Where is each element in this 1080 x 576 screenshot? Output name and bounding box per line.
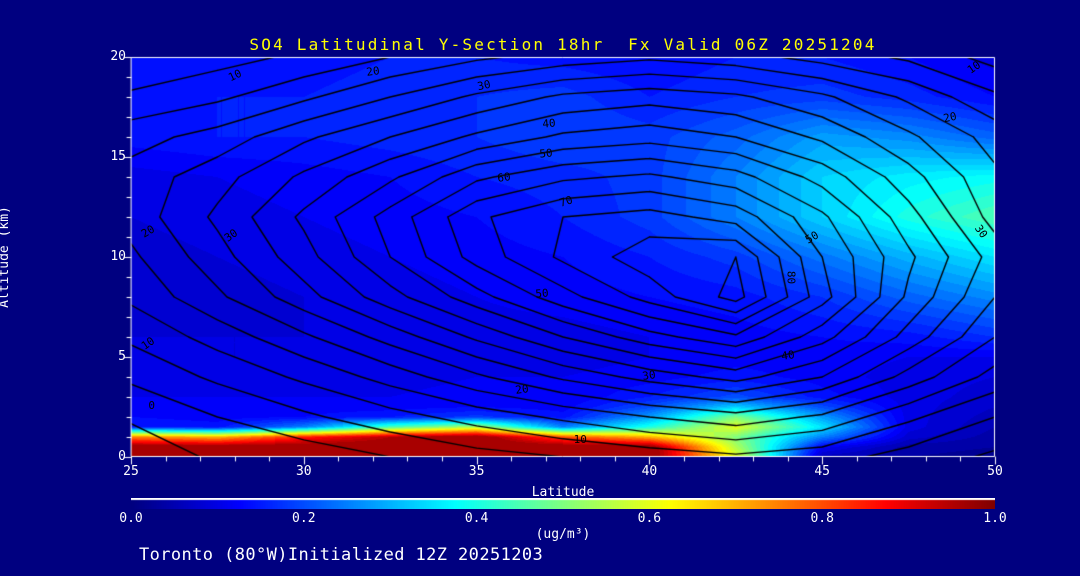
contour-line-label: 0 — [148, 399, 156, 412]
contour-line-label: 20 — [365, 64, 381, 79]
contour-line-label: 40 — [780, 348, 796, 363]
contour-line-label: 30 — [641, 368, 657, 383]
y-tick-label: 5 — [118, 349, 126, 364]
colorbar — [131, 498, 995, 509]
y-tick-label: 20 — [110, 49, 126, 64]
x-tick-label: 40 — [641, 464, 658, 479]
x-tick-label: 50 — [987, 464, 1003, 479]
colorbar-tick-label: 1.0 — [983, 511, 1007, 526]
colorbar-tick-label: 0.6 — [637, 511, 662, 526]
colorbar-tick-label: 0.2 — [292, 511, 316, 526]
x-tick-label: 35 — [468, 464, 485, 479]
contour-line-label: 50 — [535, 286, 550, 301]
so4-cross-section-plot — [117, 43, 1009, 471]
x-axis-title: Latitude — [531, 485, 595, 500]
colorbar-units-label: (ug/m³) — [535, 527, 591, 542]
contour-line-label: 30 — [475, 77, 492, 94]
contour-line-label: 50 — [538, 146, 553, 161]
contour-line-label: 10 — [573, 433, 587, 446]
contour-line-label: 80 — [784, 270, 798, 285]
x-tick-label: 45 — [814, 464, 831, 479]
contour-line-label: 20 — [514, 382, 529, 397]
contour-line-label: 40 — [542, 116, 557, 131]
x-tick-label: 25 — [123, 464, 139, 479]
x-tick-label: 30 — [295, 464, 312, 479]
contour-line-label: 20 — [942, 109, 958, 126]
model-run-info: Toronto (80°W)Initialized 12Z 20251203 — [139, 545, 544, 565]
y-tick-label: 15 — [110, 149, 126, 164]
colorbar-tick-label: 0.4 — [464, 511, 489, 526]
contour-line-label: 60 — [496, 170, 512, 185]
colorbar-tick-label: 0.8 — [810, 511, 834, 526]
y-tick-label: 10 — [110, 249, 126, 264]
y-axis-title: Altitude (km) — [0, 206, 12, 308]
y-tick-label: 0 — [118, 449, 126, 464]
colorbar-tick-label: 0.0 — [119, 511, 143, 526]
